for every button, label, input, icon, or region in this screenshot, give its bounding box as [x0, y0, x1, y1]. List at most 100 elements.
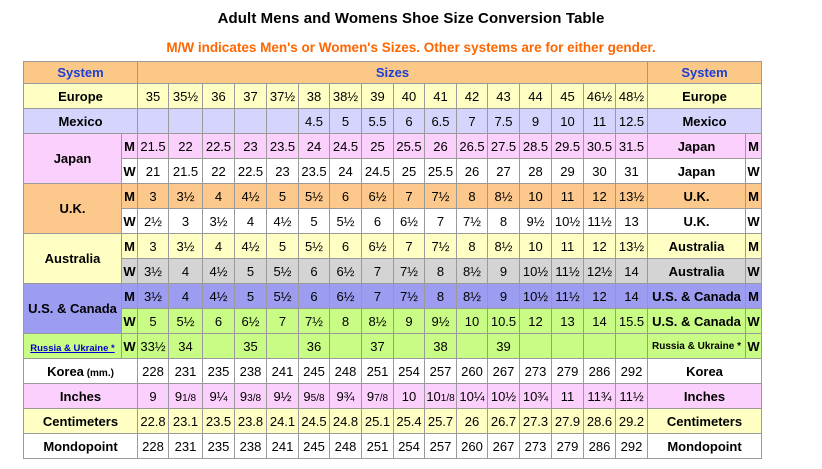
- size-cell: 13½: [615, 233, 648, 259]
- table-row: W 3½ 4 4½ 5 5½ 6 6½ 7 7½ 8 8½ 9 10½ 11½ 12½ 14 Australia W: [24, 258, 762, 284]
- size-cell: 12.5: [615, 108, 648, 134]
- size-cell: 11: [551, 233, 584, 259]
- table-row: Mexico 4.5 5 5.5 6 6.5 7 7.5 9 10 11 12.5 Mexico: [23, 108, 762, 134]
- size-cell: 11½: [551, 283, 584, 309]
- size-cell: 4½: [234, 183, 267, 209]
- size-cell: 6: [202, 308, 235, 334]
- size-cell: 260: [456, 433, 488, 459]
- size-cell: 33½: [137, 333, 169, 359]
- size-cell: 9¼: [202, 383, 235, 409]
- gender-label: M: [121, 183, 138, 209]
- size-cell: 4.5: [298, 108, 330, 134]
- system-name-label: Centimeters: [42, 413, 119, 429]
- size-cell: 28.6: [583, 408, 616, 434]
- size-cell: 11: [551, 383, 584, 409]
- size-cell: 91/8: [168, 383, 203, 409]
- size-cell: 7: [393, 233, 425, 259]
- size-cell: 23.1: [168, 408, 203, 434]
- size-cell: 292: [615, 358, 648, 384]
- size-cell: 26: [456, 158, 488, 184]
- size-cell: 8: [456, 233, 488, 259]
- size-cell: 9: [487, 283, 520, 309]
- size-cell: 6½: [234, 308, 267, 334]
- size-cell: 286: [583, 433, 616, 459]
- size-cell: 35: [234, 333, 267, 359]
- gender-label-right: W: [745, 308, 762, 334]
- system-name-right-inches: Inches: [647, 383, 762, 409]
- gender-label-right: W: [745, 258, 762, 284]
- gender-label-right: M: [745, 183, 762, 209]
- size-cell: 6.5: [424, 108, 457, 134]
- table-row: Russia & Ukraine * W 33½ 34 35 36 37 38 39 Russia…: [23, 333, 762, 359]
- size-cell: 23.5: [266, 133, 299, 159]
- size-cell: 251: [361, 358, 394, 384]
- size-cell: 15.5: [615, 308, 648, 334]
- size-cell: 25.5: [424, 158, 457, 184]
- system-name-right-u-k: U.K.: [647, 183, 746, 209]
- size-cell: 5: [298, 208, 330, 234]
- size-cell: 31.5: [615, 133, 648, 159]
- size-cell: 248: [329, 358, 362, 384]
- size-cell: 241: [266, 358, 299, 384]
- size-cell: 5½: [266, 283, 299, 309]
- size-cell: 14: [583, 308, 616, 334]
- size-cell: 31: [615, 158, 648, 184]
- size-cell: 9: [519, 108, 552, 134]
- size-cell: [202, 108, 235, 134]
- size-cell: 36: [298, 333, 330, 359]
- size-cell: 5: [266, 233, 299, 259]
- system-name-mexico: Mexico: [23, 108, 138, 134]
- size-cell: 10: [551, 108, 584, 134]
- system-name-right-japan: Japan: [647, 158, 746, 184]
- system-name-right-europe: Europe: [647, 83, 762, 109]
- size-cell: 23: [234, 133, 267, 159]
- size-cell: 13: [615, 208, 648, 234]
- size-cell: 8: [456, 183, 488, 209]
- table-row: Europe 35 35½ 36 37 37½ 38 38½ 39 40 41 42 43 44 45 46½…: [23, 83, 762, 109]
- size-cell: 28.5: [519, 133, 552, 159]
- size-cell: [266, 108, 299, 134]
- system-name-label: Mexico: [58, 113, 103, 129]
- size-cell: [551, 333, 584, 359]
- gender-label-right: M: [745, 233, 762, 259]
- system-name-right-mondopoint: Mondopoint: [647, 433, 762, 459]
- size-cell: 40: [393, 83, 425, 109]
- size-cell: 9: [393, 308, 425, 334]
- system-name-korea: Korea (mm.): [23, 358, 138, 384]
- gender-label: M: [121, 283, 138, 309]
- size-cell: 6½: [361, 183, 394, 209]
- size-cell: 12½: [583, 258, 616, 284]
- size-cell: 9½: [519, 208, 552, 234]
- size-cell: 10: [519, 233, 552, 259]
- size-cell: 7: [266, 308, 299, 334]
- size-cell: 228: [137, 433, 169, 459]
- size-cell: 279: [551, 358, 584, 384]
- size-cell: 28: [519, 158, 552, 184]
- size-cell: 4½: [202, 258, 235, 284]
- shoe-size-table: System Sizes System Europe 35 35½ 36 37 37½ 38 38½…: [23, 61, 762, 459]
- russia-ukraine-link[interactable]: Russia & Ukraine *: [30, 342, 115, 354]
- size-cell: 3½: [168, 233, 203, 259]
- unit-label: (mm.): [83, 367, 114, 379]
- size-cell: 24.5: [361, 158, 394, 184]
- size-cell: 8½: [456, 283, 488, 309]
- system-name-label: Inches: [59, 388, 102, 404]
- size-cell: 37½: [266, 83, 299, 109]
- gender-label-right: M: [745, 283, 762, 309]
- size-cell: 9: [137, 383, 169, 409]
- size-cell: 254: [393, 358, 425, 384]
- size-cell: 6: [361, 208, 394, 234]
- size-cell: 38½: [329, 83, 362, 109]
- size-cell: 3½: [202, 208, 235, 234]
- size-cell: 25.7: [424, 408, 457, 434]
- size-cell: 41: [424, 83, 457, 109]
- table-row: Korea (mm.) 228 231 235 238 241 245 248 251 254 25…: [23, 358, 762, 384]
- size-cell: 6½: [329, 283, 362, 309]
- size-cell: 8: [424, 258, 457, 284]
- size-cell: 5: [234, 283, 267, 309]
- size-cell: 8½: [487, 233, 520, 259]
- size-cell: 9: [487, 258, 520, 284]
- size-cell: 29: [551, 158, 584, 184]
- size-cell: 292: [615, 433, 648, 459]
- size-cell: 24: [298, 133, 330, 159]
